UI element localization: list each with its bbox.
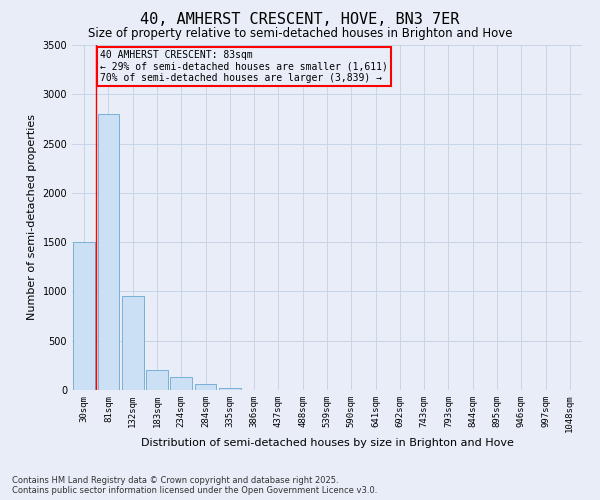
Bar: [146, 370, 168, 390]
Bar: [170, 377, 192, 390]
Bar: [97, 114, 119, 390]
Bar: [122, 296, 143, 390]
Bar: [194, 384, 217, 390]
Text: 40 AMHERST CRESCENT: 83sqm
← 29% of semi-detached houses are smaller (1,611)
70%: 40 AMHERST CRESCENT: 83sqm ← 29% of semi…: [100, 50, 388, 84]
Bar: [219, 388, 241, 390]
Y-axis label: Number of semi-detached properties: Number of semi-detached properties: [27, 114, 37, 320]
Bar: [73, 242, 95, 390]
Text: Size of property relative to semi-detached houses in Brighton and Hove: Size of property relative to semi-detach…: [88, 28, 512, 40]
Text: Contains HM Land Registry data © Crown copyright and database right 2025.
Contai: Contains HM Land Registry data © Crown c…: [12, 476, 377, 495]
Text: 40, AMHERST CRESCENT, HOVE, BN3 7ER: 40, AMHERST CRESCENT, HOVE, BN3 7ER: [140, 12, 460, 28]
X-axis label: Distribution of semi-detached houses by size in Brighton and Hove: Distribution of semi-detached houses by …: [140, 438, 514, 448]
